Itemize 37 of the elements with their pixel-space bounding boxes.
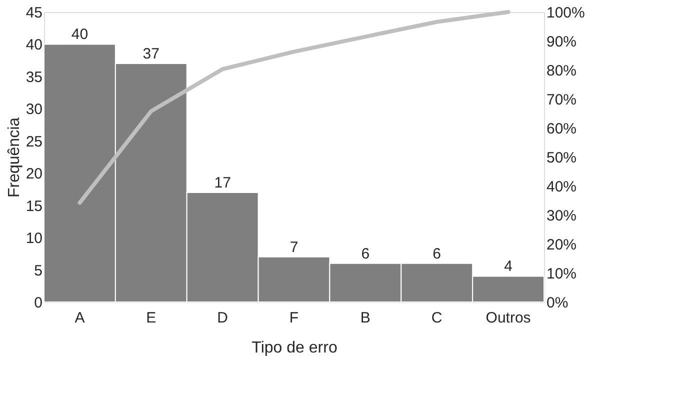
y2-tick-label: 10%: [546, 266, 577, 282]
y2-tick-label: 90%: [546, 34, 577, 50]
x-tick-label: E: [146, 310, 156, 326]
y-tick-label: 30: [26, 101, 42, 118]
y-tick-label: 20: [26, 166, 42, 183]
data-label: 40: [71, 26, 88, 44]
y2-tick-label: 30%: [546, 208, 577, 224]
y-tick-label: 10: [26, 230, 42, 248]
y2-tick-label: 20%: [546, 236, 577, 254]
x-tick-label: F: [289, 310, 299, 326]
x-tick-label: B: [360, 310, 370, 326]
x-axis-title: Tipo de erro: [252, 340, 338, 356]
data-label: 6: [361, 245, 370, 262]
data-label: 17: [214, 174, 231, 192]
data-label: 7: [290, 238, 298, 256]
y2-tick-label: 100%: [546, 4, 585, 22]
y-tick-label: 40: [26, 36, 42, 54]
y-axis-title: Frequência: [6, 117, 23, 198]
x-tick-label: Outros: [486, 310, 531, 326]
y2-tick-label: 50%: [546, 150, 577, 166]
y2-tick-label: 40%: [546, 178, 577, 196]
y-tick-label: 0: [34, 294, 42, 312]
y-tick-label: 5: [34, 262, 42, 280]
y-tick-label: 25: [26, 133, 42, 150]
x-tick-label: A: [74, 310, 85, 326]
y2-tick-label: 0%: [546, 294, 568, 312]
y-tick-label: 35: [26, 68, 42, 86]
data-label: 6: [432, 245, 442, 262]
x-tick-label: C: [431, 310, 442, 326]
data-label: 37: [142, 46, 160, 63]
y-tick-label: 45: [26, 4, 42, 22]
data-label: 4: [504, 258, 512, 276]
y2-tick-label: 80%: [546, 62, 577, 80]
y-tick-label: 15: [26, 198, 42, 215]
x-tick-label: D: [217, 310, 228, 326]
y2-tick-label: 60%: [546, 120, 577, 138]
y2-tick-label: 70%: [546, 92, 577, 108]
